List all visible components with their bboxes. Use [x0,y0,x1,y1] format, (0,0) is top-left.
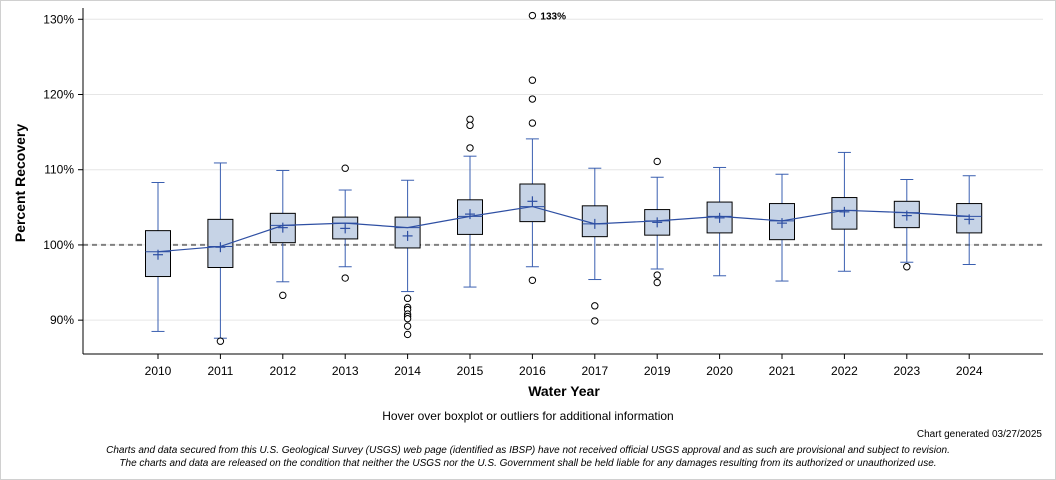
y-tick-label: 100% [43,238,74,252]
y-tick-label: 120% [43,88,74,102]
x-tick-label: 2013 [332,364,359,378]
outlier-point[interactable] [216,337,225,345]
boxplot-2017[interactable] [581,167,608,325]
outlier-point[interactable] [528,276,537,284]
y-tick-label: 130% [43,12,74,26]
x-tick-label: 2022 [831,364,858,378]
outlier-point[interactable] [403,322,412,330]
x-tick-label: 2023 [893,364,920,378]
boxplot-2021[interactable] [769,173,795,282]
x-tick-label: 2012 [269,364,296,378]
y-tick-label: 90% [50,313,74,327]
x-tick-label: 2014 [394,364,421,378]
x-tick-label: 2010 [145,364,172,378]
y-axis-title: Percent Recovery [12,124,28,243]
boxplot-2019[interactable] [644,157,671,287]
outlier-point[interactable] [403,314,412,323]
boxplot-2022[interactable] [831,151,858,272]
outlier-point[interactable] [528,11,537,20]
outlier-point[interactable] [528,95,537,103]
outlier-point[interactable] [341,164,349,172]
x-tick-label: 2016 [519,364,546,378]
outlier-point[interactable] [653,271,661,279]
boxplot-2010[interactable] [145,182,171,332]
outlier-point[interactable] [279,291,287,300]
iqr-box[interactable] [394,216,421,249]
x-tick-label: 2021 [769,364,796,378]
outlier-point[interactable] [653,278,661,287]
iqr-box[interactable] [457,199,483,235]
outlier-point[interactable] [466,121,474,130]
outlier-point[interactable] [466,144,474,152]
boxplot-2011[interactable] [207,162,234,345]
x-tick-label: 2017 [581,364,608,378]
chart-generated-date: Chart generated 03/27/2025 [916,429,1042,440]
outlier-point[interactable] [653,157,661,166]
outlier-point[interactable] [341,274,349,282]
outlier-point[interactable] [903,263,911,271]
outlier-point[interactable] [528,76,537,84]
boxes-group[interactable]: 133% [145,11,983,345]
x-tick-label: 2020 [706,364,733,378]
median-connector-group [157,205,970,253]
boxplot-2024[interactable] [956,175,983,265]
boxplot-2016[interactable] [519,11,546,284]
x-tick-label: 2019 [644,364,671,378]
boxplot-2015[interactable] [457,115,483,288]
x-tick-label: 2015 [457,364,484,378]
outlier-point[interactable] [403,294,412,303]
outlier-point[interactable] [528,119,537,127]
boxplot-2023[interactable] [893,178,920,271]
disclaimer-line-2: The charts and data are released on the … [119,458,937,469]
boxplot-2012[interactable] [269,169,296,300]
disclaimer: Charts and data secured from this U.S. G… [0,444,1056,470]
boxplot-2014[interactable] [394,179,421,339]
outlier-value-label: 133% [540,12,566,23]
hover-note: Hover over boxplot or outliers for addit… [382,409,674,423]
boxplot-2013[interactable] [332,164,359,282]
boxplot-chart[interactable]: 133% 90% 100% 110% 120% 130% 2010 2011 2012 2013… [0,0,1056,405]
y-tick-label: 110% [44,163,74,177]
outlier-point[interactable] [591,317,599,325]
x-tick-label: 2011 [207,364,233,378]
disclaimer-line-1: Charts and data secured from this U.S. G… [106,445,950,456]
x-axis-title: Water Year [528,383,600,399]
outlier-point[interactable] [466,115,474,124]
median-connector-line [157,205,970,253]
boxplot-2020[interactable] [706,166,733,277]
outlier-point[interactable] [403,330,412,339]
axes: 90% 100% 110% 120% 130% 2010 2011 2012 2013 2014 2… [43,8,1043,378]
gridlines [83,18,1043,321]
x-tick-label: 2024 [956,364,983,378]
outlier-point[interactable] [591,302,599,310]
